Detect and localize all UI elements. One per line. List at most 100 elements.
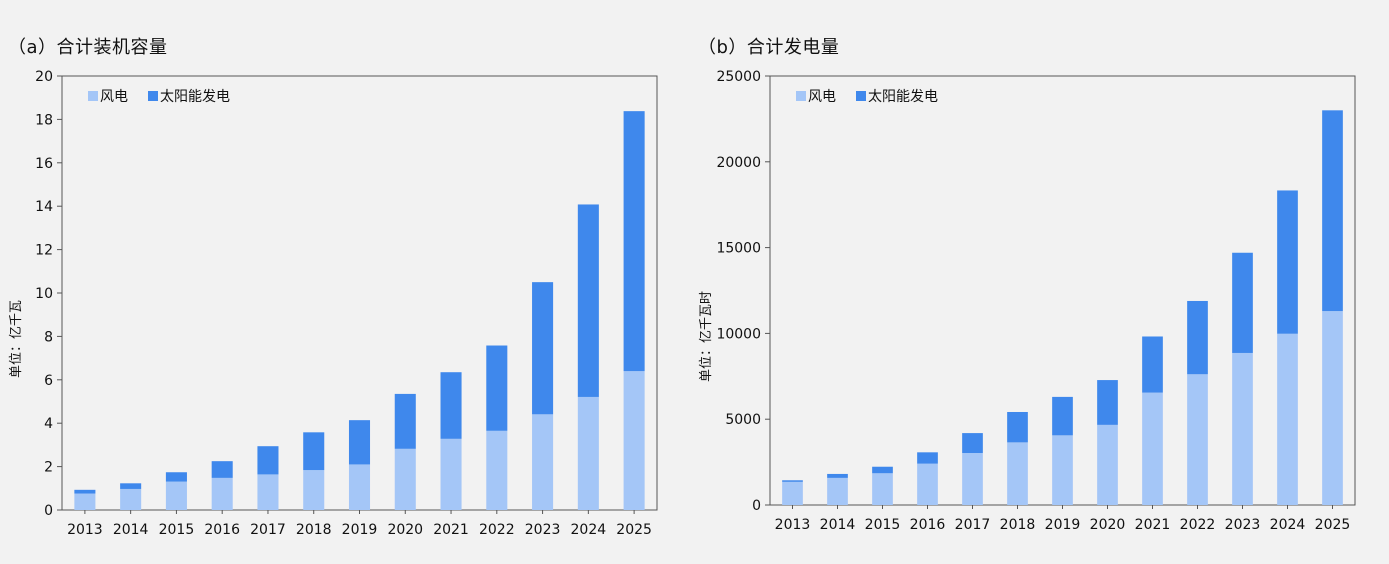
- y-axis-label: 单位：亿千瓦时: [699, 291, 714, 382]
- bar-wind: [962, 453, 983, 505]
- bar-solar: [872, 466, 893, 474]
- y-tick-label: 8: [44, 329, 53, 345]
- bar-wind: [1097, 424, 1118, 505]
- bar-wind: [165, 481, 187, 510]
- panel-capacity: （a）合计装机容量 0 2 4 6 8 10 12 14 16 18 20 单位：亿千瓦 2013 201…: [0, 0, 690, 564]
- bar-solar: [623, 111, 645, 372]
- legend-swatch: [796, 91, 806, 101]
- y-tick-label: 25000: [716, 69, 761, 85]
- bar-wind: [303, 470, 325, 510]
- bar-solar: [348, 420, 371, 465]
- y-tick-label: 20000: [716, 155, 761, 171]
- bar-solar: [303, 432, 325, 471]
- x-tick-label: 2025: [1315, 517, 1351, 533]
- y-tick-label: 6: [44, 373, 53, 389]
- x-tick-label: 2025: [616, 522, 652, 538]
- capacity-chart: 0 2 4 6 8 10 12 14 16 18 20 单位：亿千瓦 2013 2014 2015 2016 2…: [9, 69, 658, 538]
- bar-wind: [74, 493, 96, 510]
- legend-label: 风电: [808, 89, 836, 105]
- y-axis-label: 单位：亿千瓦: [9, 300, 24, 378]
- x-tick-label: 2021: [433, 522, 469, 538]
- bar-solar: [1097, 380, 1118, 425]
- x-tick-label: 2020: [1090, 517, 1126, 533]
- bar-solar: [257, 446, 279, 475]
- x-tick-label: 2014: [820, 517, 856, 533]
- bar-solar: [917, 452, 938, 464]
- y-tick-label: 10: [35, 286, 53, 302]
- bar-wind: [623, 371, 645, 510]
- bar-wind: [1187, 374, 1208, 505]
- bar-solar: [1187, 300, 1208, 375]
- bar-wind: [257, 474, 279, 510]
- x-tick-label: 2024: [571, 522, 607, 538]
- y-tick-label: 5000: [725, 412, 761, 428]
- bar-wind: [577, 396, 599, 510]
- x-tick-label: 2023: [525, 522, 561, 538]
- bar-solar: [1277, 190, 1298, 334]
- legend-swatch: [88, 91, 98, 101]
- panel-generation: （b）合计发电量 0 5000 10000 15000 20000 25000 单位：亿千瓦…: [690, 0, 1389, 564]
- bar-wind: [872, 473, 893, 505]
- bar-wind: [1277, 333, 1298, 505]
- x-tick-label: 2014: [113, 522, 149, 538]
- bar-solar: [394, 393, 416, 449]
- x-tick-label: 2022: [479, 522, 515, 538]
- y-tick-label: 14: [35, 199, 53, 215]
- y-tick-label: 12: [35, 243, 53, 259]
- bar-solar: [782, 480, 803, 482]
- x-tick-label: 2017: [250, 522, 286, 538]
- bar-solar: [532, 282, 554, 415]
- x-tick-label: 2015: [159, 522, 195, 538]
- y-tick-label: 20: [35, 69, 53, 85]
- bar-wind: [440, 438, 462, 510]
- legend-swatch: [856, 91, 866, 101]
- bar-solar: [577, 204, 599, 397]
- bar-solar: [165, 472, 187, 482]
- bar-wind: [348, 464, 371, 510]
- x-tick-label: 2023: [1225, 517, 1261, 533]
- bar-solar: [486, 345, 508, 431]
- bar-solar: [120, 483, 142, 489]
- x-tick-label: 2018: [1000, 517, 1036, 533]
- legend-label: 太阳能发电: [868, 89, 938, 105]
- x-tick-label: 2019: [1045, 517, 1081, 533]
- bar-solar: [1232, 252, 1253, 353]
- x-tick-label: 2017: [955, 517, 991, 533]
- y-tick-label: 0: [752, 498, 761, 514]
- x-tick-label: 2016: [204, 522, 240, 538]
- y-tick-label: 0: [44, 503, 53, 519]
- x-tick-label: 2022: [1180, 517, 1216, 533]
- bar-solar: [1052, 396, 1073, 436]
- y-tick-label: 2: [44, 460, 53, 476]
- bar-wind: [1052, 435, 1073, 505]
- x-tick-label: 2024: [1270, 517, 1306, 533]
- legend-label: 风电: [100, 89, 128, 105]
- x-tick-label: 2013: [67, 522, 103, 538]
- chart-title: （b）合计发电量: [698, 37, 840, 58]
- x-tick-label: 2016: [910, 517, 946, 533]
- legend-label: 太阳能发电: [160, 89, 230, 105]
- bar-solar: [827, 473, 848, 478]
- bar-wind: [486, 430, 508, 510]
- bar-wind: [211, 477, 233, 510]
- bar-solar: [1322, 110, 1343, 312]
- y-tick-label: 18: [35, 112, 53, 128]
- bar-wind: [532, 414, 554, 510]
- bar-wind: [1232, 352, 1253, 505]
- y-tick-label: 4: [44, 416, 53, 432]
- bar-wind: [1322, 311, 1343, 505]
- legend-swatch: [148, 91, 158, 101]
- chart-title: （a）合计装机容量: [8, 37, 168, 58]
- y-tick-label: 10000: [716, 326, 761, 342]
- y-tick-label: 15000: [716, 241, 761, 257]
- bar-solar: [211, 461, 233, 478]
- x-tick-label: 2019: [342, 522, 378, 538]
- y-tick-label: 16: [35, 156, 53, 172]
- x-tick-label: 2018: [296, 522, 332, 538]
- bar-wind: [394, 448, 416, 510]
- bar-wind: [782, 481, 803, 505]
- bar-wind: [827, 477, 848, 505]
- bar-solar: [1142, 336, 1163, 393]
- x-tick-label: 2020: [387, 522, 423, 538]
